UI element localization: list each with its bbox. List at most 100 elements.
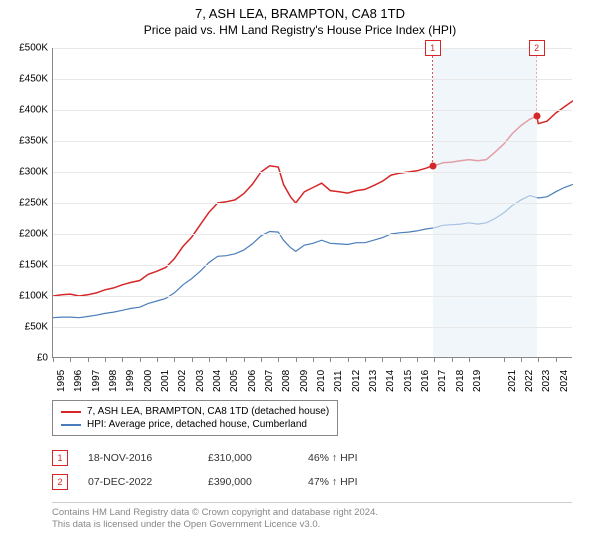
x-tick <box>174 357 175 362</box>
y-axis-label: £200K <box>2 229 48 240</box>
y-axis-label: £50K <box>2 322 48 333</box>
legend-swatch <box>61 424 81 426</box>
x-tick <box>434 357 435 362</box>
transaction-marker: 1 <box>52 450 68 466</box>
x-axis-label: 1997 <box>91 370 102 392</box>
gridline-h <box>53 48 572 49</box>
x-tick <box>556 357 557 362</box>
x-tick <box>244 357 245 362</box>
x-tick <box>382 357 383 362</box>
x-axis-label: 2024 <box>559 370 570 392</box>
gridline-h <box>53 234 572 235</box>
marker-label-2: 2 <box>529 40 545 56</box>
legend-label: 7, ASH LEA, BRAMPTON, CA8 1TD (detached … <box>87 406 329 417</box>
x-axis-label: 2002 <box>177 370 188 392</box>
footer: Contains HM Land Registry data © Crown c… <box>52 502 572 532</box>
x-tick <box>70 357 71 362</box>
x-tick <box>469 357 470 362</box>
x-axis-label: 2018 <box>455 370 466 392</box>
x-axis-label: 2022 <box>524 370 535 392</box>
transaction-date: 18-NOV-2016 <box>88 452 188 464</box>
gridline-h <box>53 141 572 142</box>
transaction-price: £310,000 <box>208 452 288 464</box>
x-axis-label: 2004 <box>212 370 223 392</box>
x-tick <box>365 357 366 362</box>
x-axis-label: 1998 <box>108 370 119 392</box>
transaction-row: 2 07-DEC-2022 £390,000 47% ↑ HPI <box>52 470 408 494</box>
chart-plot-area: £0£50K£100K£150K£200K£250K£300K£350K£400… <box>52 48 572 358</box>
x-tick <box>417 357 418 362</box>
marker-dot-1 <box>429 162 436 169</box>
gridline-h <box>53 110 572 111</box>
chart-subtitle: Price paid vs. HM Land Registry's House … <box>0 23 600 37</box>
transaction-price: £390,000 <box>208 476 288 488</box>
x-tick <box>538 357 539 362</box>
x-tick <box>140 357 141 362</box>
x-axis-label: 2008 <box>281 370 292 392</box>
x-axis-label: 2005 <box>229 370 240 392</box>
gridline-h <box>53 203 572 204</box>
x-axis-label: 2006 <box>247 370 258 392</box>
x-tick <box>157 357 158 362</box>
x-axis-label: 2003 <box>195 370 206 392</box>
transaction-marker: 2 <box>52 474 68 490</box>
transaction-row: 1 18-NOV-2016 £310,000 46% ↑ HPI <box>52 446 408 470</box>
legend-row: 7, ASH LEA, BRAMPTON, CA8 1TD (detached … <box>61 405 329 418</box>
x-axis-label: 2016 <box>420 370 431 392</box>
x-tick <box>504 357 505 362</box>
x-axis-label: 2007 <box>264 370 275 392</box>
x-tick <box>452 357 453 362</box>
x-axis-label: 2023 <box>541 370 552 392</box>
chart-title: 7, ASH LEA, BRAMPTON, CA8 1TD <box>0 6 600 21</box>
legend: 7, ASH LEA, BRAMPTON, CA8 1TD (detached … <box>52 400 338 436</box>
chart-container: 7, ASH LEA, BRAMPTON, CA8 1TD Price paid… <box>0 0 600 560</box>
x-axis-label: 2015 <box>403 370 414 392</box>
x-tick <box>261 357 262 362</box>
x-axis-label: 1999 <box>125 370 136 392</box>
gridline-h <box>53 296 572 297</box>
x-tick <box>313 357 314 362</box>
x-tick <box>88 357 89 362</box>
x-axis-label: 1995 <box>56 370 67 392</box>
x-tick <box>226 357 227 362</box>
x-axis-label: 2019 <box>472 370 483 392</box>
x-axis-label: 2000 <box>143 370 154 392</box>
gridline-h <box>53 172 572 173</box>
transaction-pct: 46% ↑ HPI <box>308 452 408 464</box>
x-tick <box>296 357 297 362</box>
x-tick <box>122 357 123 362</box>
x-axis-label: 2001 <box>160 370 171 392</box>
x-axis-label: 2011 <box>333 370 344 392</box>
gridline-h <box>53 327 572 328</box>
x-axis-label: 2013 <box>368 370 379 392</box>
y-axis-label: £450K <box>2 74 48 85</box>
footer-line-2: This data is licensed under the Open Gov… <box>52 519 572 531</box>
y-axis-label: £300K <box>2 167 48 178</box>
y-axis-label: £100K <box>2 291 48 302</box>
titles: 7, ASH LEA, BRAMPTON, CA8 1TD Price paid… <box>0 0 600 37</box>
y-axis-label: £250K <box>2 198 48 209</box>
marker-label-1: 1 <box>425 40 441 56</box>
y-axis-label: £0 <box>2 353 48 364</box>
x-axis-label: 2017 <box>437 370 448 392</box>
x-axis-label: 2021 <box>507 370 518 392</box>
legend-row: HPI: Average price, detached house, Cumb… <box>61 418 329 431</box>
x-tick <box>278 357 279 362</box>
x-tick <box>105 357 106 362</box>
footer-line-1: Contains HM Land Registry data © Crown c… <box>52 507 572 519</box>
x-axis-label: 2009 <box>299 370 310 392</box>
x-tick <box>348 357 349 362</box>
x-tick <box>209 357 210 362</box>
transactions-table: 1 18-NOV-2016 £310,000 46% ↑ HPI 2 07-DEC-202… <box>52 446 408 494</box>
legend-swatch <box>61 411 81 413</box>
x-tick <box>53 357 54 362</box>
legend-label: HPI: Average price, detached house, Cumb… <box>87 419 307 430</box>
x-tick <box>400 357 401 362</box>
y-axis-label: £150K <box>2 260 48 271</box>
transaction-date: 07-DEC-2022 <box>88 476 188 488</box>
x-tick <box>521 357 522 362</box>
x-axis-label: 2014 <box>385 370 396 392</box>
x-tick <box>192 357 193 362</box>
x-tick <box>330 357 331 362</box>
transaction-pct: 47% ↑ HPI <box>308 476 408 488</box>
